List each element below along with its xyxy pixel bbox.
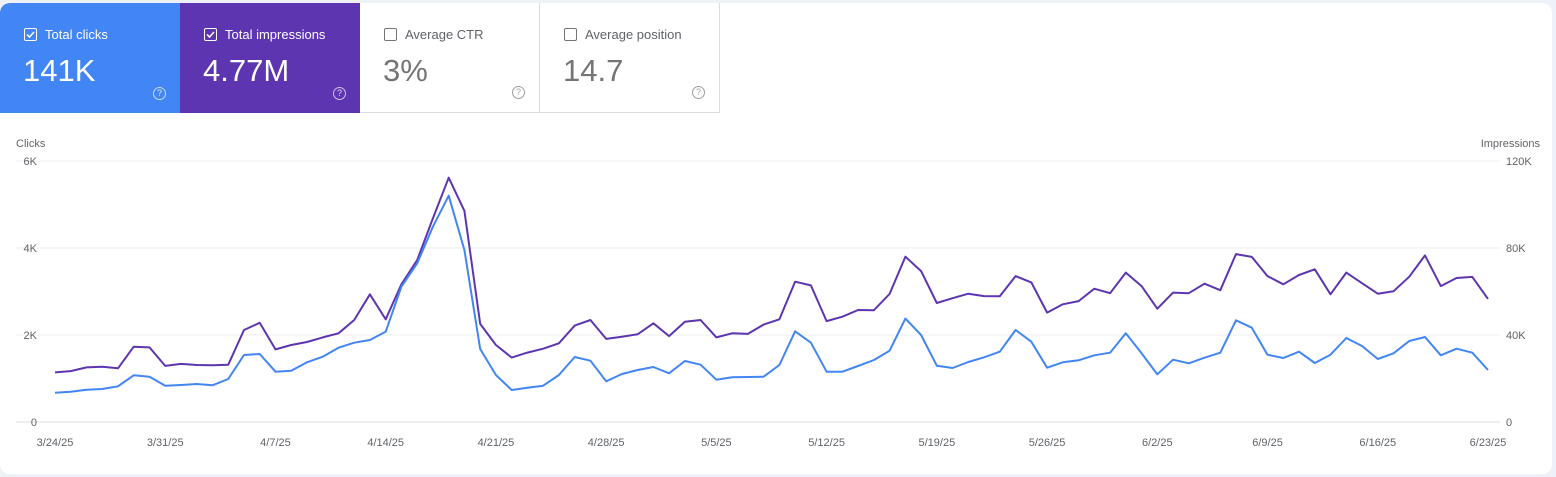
metric-name: Average position [585,27,682,42]
metric-label: Total clicks [24,27,108,42]
x-tick-label: 3/24/25 [37,437,74,449]
metric-tile-average-ctr[interactable]: Average CTR 3% ? [360,3,540,113]
metric-value: 4.77M [203,53,290,88]
help-icon[interactable]: ? [153,87,166,100]
metric-name: Total impressions [225,27,326,42]
left-axis-label: Clicks [16,138,46,150]
metric-value: 3% [383,53,428,88]
x-tick-label: 5/26/25 [1029,437,1066,449]
metric-value: 141K [23,53,96,88]
left-tick-label: 2K [24,330,38,342]
help-icon[interactable]: ? [512,86,525,99]
series-line-impressions [54,176,1489,374]
checkbox-checked-icon[interactable] [204,28,217,41]
left-tick-label: 6K [24,156,38,168]
left-tick-label: 4K [24,243,38,255]
metric-label: Average position [564,27,682,42]
x-tick-label: 5/12/25 [808,437,845,449]
series-line-clicks [54,194,1489,394]
help-icon[interactable]: ? [333,87,346,100]
x-tick-label: 6/9/25 [1252,437,1283,449]
x-tick-label: 6/23/25 [1470,437,1507,449]
metric-name: Total clicks [45,27,108,42]
metric-tiles: Total clicks 141K ? Total impressions 4.… [0,3,720,113]
metric-tile-total-impressions[interactable]: Total impressions 4.77M ? [180,3,360,113]
x-tick-label: 5/19/25 [918,437,955,449]
right-tick-label: 80K [1506,243,1526,255]
left-tick-label: 0 [31,417,37,429]
x-tick-label: 4/7/25 [260,437,291,449]
x-tick-label: 4/28/25 [588,437,625,449]
metric-label: Average CTR [384,27,484,42]
help-icon[interactable]: ? [692,86,705,99]
right-tick-label: 0 [1506,417,1512,429]
right-axis-label: Impressions [1481,138,1541,150]
x-tick-label: 6/16/25 [1359,437,1396,449]
metric-value: 14.7 [563,53,624,88]
checkbox-unchecked-icon[interactable] [384,28,397,41]
metric-label: Total impressions [204,27,325,42]
checkbox-unchecked-icon[interactable] [564,28,577,41]
x-tick-label: 6/2/25 [1142,437,1173,449]
metric-name: Average CTR [405,27,484,42]
metric-tile-total-clicks[interactable]: Total clicks 141K ? [0,3,180,113]
metric-tile-average-position[interactable]: Average position 14.7 ? [540,3,720,113]
checkbox-checked-icon[interactable] [24,28,37,41]
right-tick-label: 120K [1506,156,1532,168]
performance-card: Total clicks 141K ? Total impressions 4.… [0,3,1552,474]
x-tick-label: 3/31/25 [147,437,184,449]
x-tick-label: 4/14/25 [367,437,404,449]
x-tick-label: 5/5/25 [701,437,732,449]
right-tick-label: 40K [1506,330,1526,342]
x-tick-label: 4/21/25 [478,437,515,449]
